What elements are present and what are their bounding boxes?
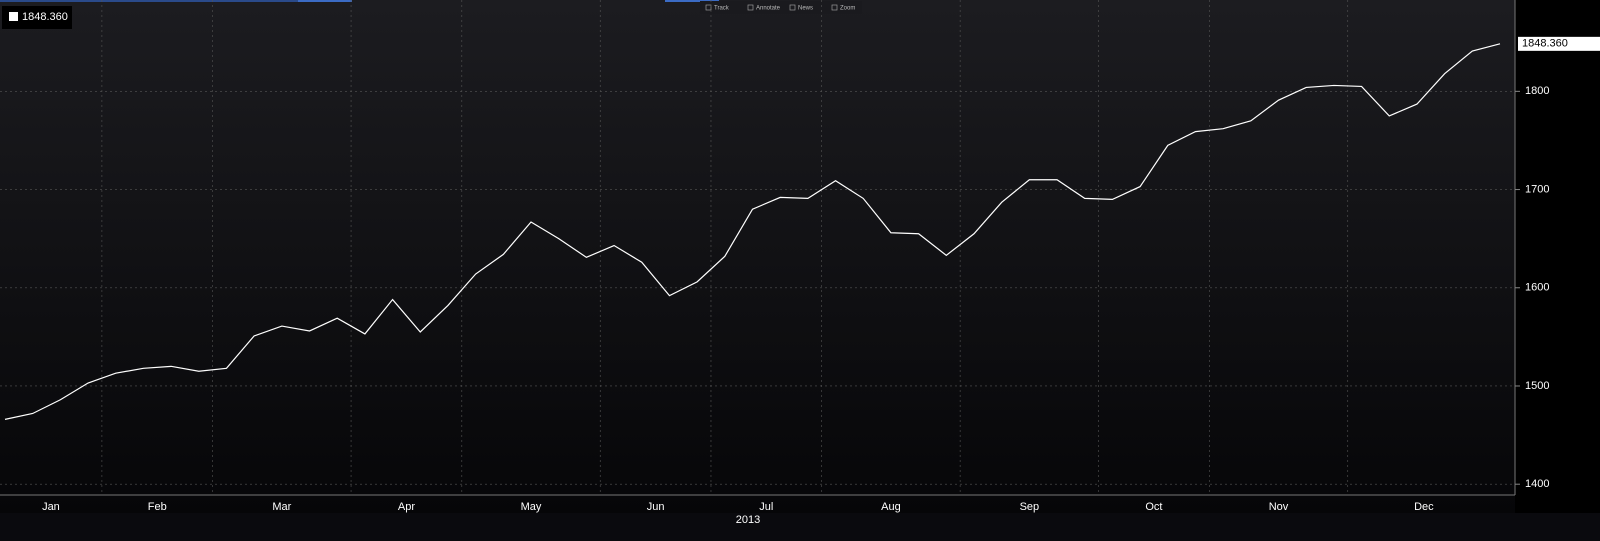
toolbar-icon[interactable] [831, 4, 838, 11]
toolbar-button[interactable]: Track [714, 6, 730, 12]
x-tick-label: Jul [759, 501, 773, 513]
y-tick-label: 1400 [1525, 478, 1549, 490]
toolbar-icon[interactable] [705, 4, 712, 11]
year-bar [0, 513, 1600, 541]
y-tick-label: 1500 [1525, 380, 1549, 392]
x-tick-label: Aug [881, 501, 901, 513]
price-line [4, 43, 1501, 420]
toolbar-button[interactable]: News [798, 6, 813, 12]
tab [298, 0, 352, 2]
x-tick-label: Feb [148, 501, 167, 513]
x-tick-label: Apr [398, 501, 415, 513]
legend-label: 1848.360 [22, 11, 68, 23]
x-axis-label: 2013 [736, 514, 760, 526]
toolbar-items: Track Annotate News Zoom [705, 4, 855, 12]
price-tag-label: 1848.360 [1522, 38, 1568, 50]
toolbar-button[interactable]: Annotate [756, 6, 781, 12]
axis-panel [1515, 0, 1600, 541]
x-tick-label: Sep [1020, 501, 1040, 513]
legend-box [2, 6, 72, 29]
toolbar-button[interactable]: Zoom [840, 6, 855, 12]
x-tick-label: Jun [647, 501, 665, 513]
tab [665, 0, 719, 2]
x-tick-label: Dec [1414, 501, 1434, 513]
price-tag [1518, 36, 1600, 51]
x-tick-label: May [521, 501, 542, 513]
y-tick-label: 1800 [1525, 85, 1549, 97]
tab [0, 0, 300, 2]
toolbar-icon[interactable] [789, 4, 796, 11]
x-tick-label: Mar [272, 501, 291, 513]
legend-swatch [9, 12, 18, 21]
x-tick-label: Jan [42, 501, 60, 513]
x-tick-label: Oct [1145, 501, 1162, 513]
y-tick-label: 1600 [1525, 282, 1549, 294]
x-tick-label: Nov [1269, 501, 1289, 513]
y-tick-label: 1700 [1525, 183, 1549, 195]
toolbar-icon[interactable] [747, 4, 754, 11]
